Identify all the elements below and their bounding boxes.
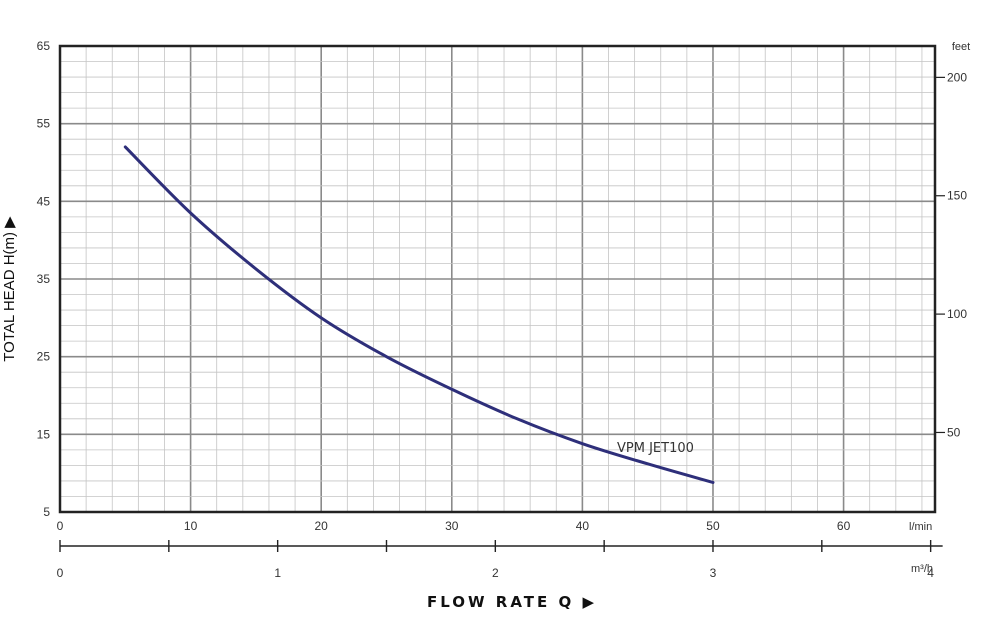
x-tick-label: 30 — [445, 519, 459, 533]
grid — [60, 46, 935, 512]
secondary-x-axis-unit: m³/h — [911, 563, 933, 575]
secondary-tick-label: 0 — [57, 566, 64, 580]
secondary-tick-label: 4 — [927, 566, 934, 580]
secondary-tick-label: 1 — [274, 566, 281, 580]
right-tick-label: 50 — [947, 425, 961, 439]
secondary-tick-label: 3 — [710, 566, 717, 580]
x-tick-label: 50 — [706, 519, 720, 533]
right-tick-label: 200 — [947, 70, 967, 84]
right-axis-unit: feet — [952, 41, 970, 53]
series-line-vpm-jet100 — [123, 145, 715, 484]
x-tick-label: 0 — [57, 519, 64, 533]
y-tick-label: 45 — [37, 194, 51, 208]
tick-labels: 5 15 25 35 45 55 65 200 150 100 50 0 10 20 30 40 50 60 0 1 2… — [37, 39, 968, 580]
x-tick-label: 40 — [576, 519, 590, 533]
y-tick-label: 25 — [37, 350, 51, 364]
right-tick-label: 100 — [947, 307, 967, 321]
right-tick-label: 150 — [947, 189, 967, 203]
x-axis-title: FLOW RATE Q ▶ — [427, 593, 597, 611]
x-axis-unit: l/min — [909, 521, 932, 533]
plot-frame — [58, 44, 937, 514]
secondary-tick-label: 2 — [492, 566, 499, 580]
y-tick-label: 65 — [37, 39, 51, 53]
x-tick-label: 10 — [184, 519, 198, 533]
y-tick-label: 5 — [43, 505, 50, 519]
y-tick-label: 55 — [37, 117, 51, 131]
x-tick-label: 20 — [315, 519, 329, 533]
x-tick-label: 60 — [837, 519, 851, 533]
series-label: VPM JET100 — [617, 441, 694, 456]
y-tick-label: 35 — [37, 272, 51, 286]
y-tick-label: 15 — [37, 427, 51, 441]
curve-layer — [123, 145, 715, 484]
y-axis-title: TOTAL HEAD H(m) ▶ — [1, 216, 18, 362]
